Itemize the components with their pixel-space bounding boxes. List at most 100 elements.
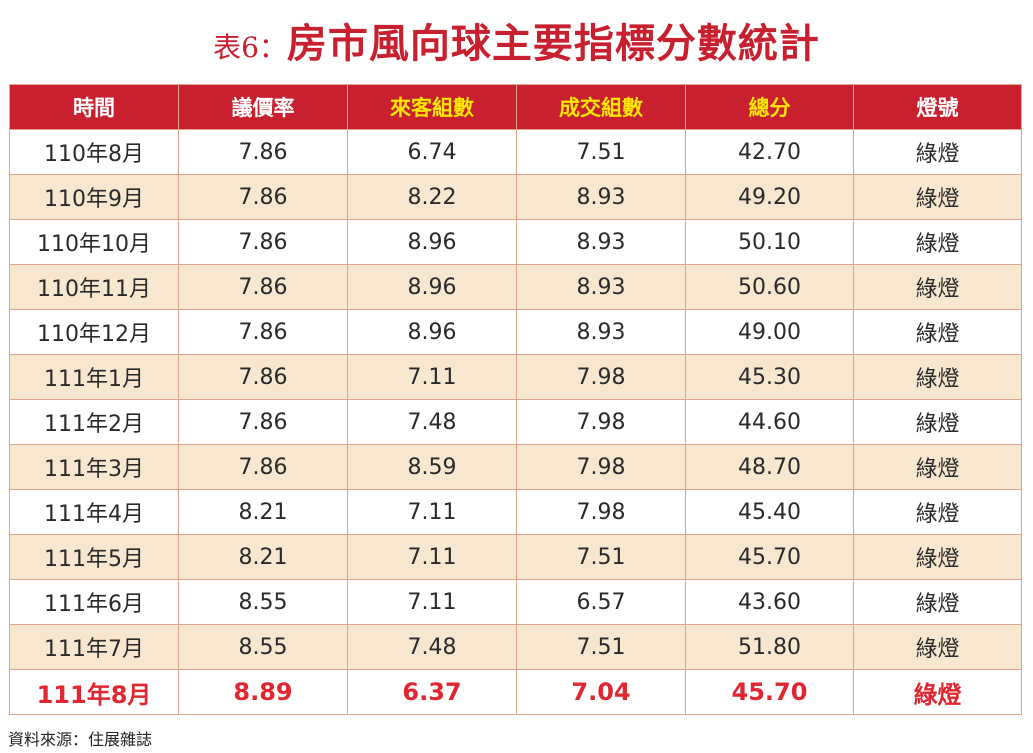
cell-visitors: 8.96 xyxy=(347,264,517,310)
cell-total: 49.00 xyxy=(685,309,854,355)
header-total: 總分 xyxy=(685,84,854,130)
cell-signal: 綠燈 xyxy=(853,669,1022,715)
cell-bargain-rate: 8.55 xyxy=(178,579,348,625)
cell-period: 110年8月 xyxy=(9,129,179,175)
cell-signal: 綠燈 xyxy=(853,174,1022,220)
cell-deals: 7.98 xyxy=(516,354,686,400)
cell-total: 51.80 xyxy=(685,624,854,670)
source-note: 資料來源：住展雜誌 xyxy=(8,730,153,749)
cell-deals: 7.04 xyxy=(516,669,686,715)
cell-deals: 7.98 xyxy=(516,399,686,445)
cell-bargain-rate: 7.86 xyxy=(178,264,348,310)
header-visitors: 來客組數 xyxy=(347,84,517,130)
table-row: 111年5月 8.21 7.11 7.51 45.70 綠燈 xyxy=(9,534,1022,580)
cell-total: 44.60 xyxy=(685,399,854,445)
cell-deals: 7.51 xyxy=(516,624,686,670)
cell-visitors: 7.11 xyxy=(347,354,517,400)
cell-visitors: 7.48 xyxy=(347,399,517,445)
title-main: 房市風向球主要指標分數統計 xyxy=(286,20,820,67)
cell-total: 49.20 xyxy=(685,174,854,220)
cell-period: 110年12月 xyxy=(9,309,179,355)
cell-period: 111年5月 xyxy=(9,534,179,580)
cell-deals: 8.93 xyxy=(516,309,686,355)
table-row: 110年9月 7.86 8.22 8.93 49.20 綠燈 xyxy=(9,174,1022,220)
cell-bargain-rate: 7.86 xyxy=(178,354,348,400)
cell-signal: 綠燈 xyxy=(853,489,1022,535)
table-row: 111年6月 8.55 7.11 6.57 43.60 綠燈 xyxy=(9,579,1022,625)
header-period: 時間 xyxy=(9,84,179,130)
cell-signal: 綠燈 xyxy=(853,309,1022,355)
cell-signal: 綠燈 xyxy=(853,399,1022,445)
cell-period: 110年11月 xyxy=(9,264,179,310)
cell-visitors: 8.22 xyxy=(347,174,517,220)
header-bargain-rate: 議價率 xyxy=(178,84,348,130)
header-deals: 成交組數 xyxy=(516,84,686,130)
cell-visitors: 8.59 xyxy=(347,444,517,490)
cell-visitors: 7.11 xyxy=(347,534,517,580)
cell-period: 111年1月 xyxy=(9,354,179,400)
cell-total: 50.10 xyxy=(685,219,854,265)
cell-signal: 綠燈 xyxy=(853,219,1022,265)
cell-bargain-rate: 8.89 xyxy=(178,669,348,715)
cell-signal: 綠燈 xyxy=(853,624,1022,670)
cell-visitors: 6.37 xyxy=(347,669,517,715)
cell-period: 110年9月 xyxy=(9,174,179,220)
cell-period: 111年7月 xyxy=(9,624,179,670)
cell-bargain-rate: 7.86 xyxy=(178,399,348,445)
cell-bargain-rate: 7.86 xyxy=(178,309,348,355)
header-row: 時間 議價率 來客組數 成交組數 總分 燈號 xyxy=(9,84,1022,130)
cell-deals: 8.93 xyxy=(516,174,686,220)
table-row: 111年4月 8.21 7.11 7.98 45.40 綠燈 xyxy=(9,489,1022,535)
cell-bargain-rate: 8.21 xyxy=(178,534,348,580)
indicator-score-table: 時間 議價率 來客組數 成交組數 總分 燈號 110年8月 7.86 6.74 7.5… xyxy=(9,84,1022,715)
table-row: 110年12月 7.86 8.96 8.93 49.00 綠燈 xyxy=(9,309,1022,355)
table-row: 110年10月 7.86 8.96 8.93 50.10 綠燈 xyxy=(9,219,1022,265)
cell-total: 45.30 xyxy=(685,354,854,400)
cell-deals: 8.93 xyxy=(516,219,686,265)
cell-signal: 綠燈 xyxy=(853,444,1022,490)
cell-deals: 7.98 xyxy=(516,489,686,535)
cell-deals: 7.51 xyxy=(516,129,686,175)
cell-total: 48.70 xyxy=(685,444,854,490)
title-prefix: 表6： xyxy=(213,31,287,64)
cell-deals: 7.98 xyxy=(516,444,686,490)
cell-signal: 綠燈 xyxy=(853,264,1022,310)
cell-period: 111年4月 xyxy=(9,489,179,535)
cell-deals: 6.57 xyxy=(516,579,686,625)
cell-visitors: 7.11 xyxy=(347,489,517,535)
cell-visitors: 8.96 xyxy=(347,219,517,265)
cell-total: 43.60 xyxy=(685,579,854,625)
table-row: 111年2月 7.86 7.48 7.98 44.60 綠燈 xyxy=(9,399,1022,445)
cell-period: 111年3月 xyxy=(9,444,179,490)
cell-visitors: 6.74 xyxy=(347,129,517,175)
cell-signal: 綠燈 xyxy=(853,534,1022,580)
table-row: 110年8月 7.86 6.74 7.51 42.70 綠燈 xyxy=(9,129,1022,175)
cell-signal: 綠燈 xyxy=(853,129,1022,175)
table-row: 110年11月 7.86 8.96 8.93 50.60 綠燈 xyxy=(9,264,1022,310)
table-row: 111年1月 7.86 7.11 7.98 45.30 綠燈 xyxy=(9,354,1022,400)
cell-total: 50.60 xyxy=(685,264,854,310)
cell-visitors: 7.11 xyxy=(347,579,517,625)
cell-period: 111年8月 xyxy=(9,669,179,715)
table-row-latest: 111年8月 8.89 6.37 7.04 45.70 綠燈 xyxy=(9,669,1022,715)
cell-deals: 7.51 xyxy=(516,534,686,580)
cell-bargain-rate: 7.86 xyxy=(178,444,348,490)
cell-bargain-rate: 7.86 xyxy=(178,174,348,220)
cell-total: 45.70 xyxy=(685,669,854,715)
cell-bargain-rate: 7.86 xyxy=(178,129,348,175)
cell-signal: 綠燈 xyxy=(853,354,1022,400)
cell-total: 45.70 xyxy=(685,534,854,580)
header-signal: 燈號 xyxy=(853,84,1022,130)
table-title: 表6：房市風向球主要指標分數統計 xyxy=(0,14,1033,82)
cell-signal: 綠燈 xyxy=(853,579,1022,625)
cell-total: 42.70 xyxy=(685,129,854,175)
cell-visitors: 7.48 xyxy=(347,624,517,670)
cell-period: 110年10月 xyxy=(9,219,179,265)
cell-period: 111年6月 xyxy=(9,579,179,625)
cell-period: 111年2月 xyxy=(9,399,179,445)
table-row: 111年7月 8.55 7.48 7.51 51.80 綠燈 xyxy=(9,624,1022,670)
cell-bargain-rate: 8.21 xyxy=(178,489,348,535)
table-row: 111年3月 7.86 8.59 7.98 48.70 綠燈 xyxy=(9,444,1022,490)
cell-total: 45.40 xyxy=(685,489,854,535)
cell-bargain-rate: 7.86 xyxy=(178,219,348,265)
